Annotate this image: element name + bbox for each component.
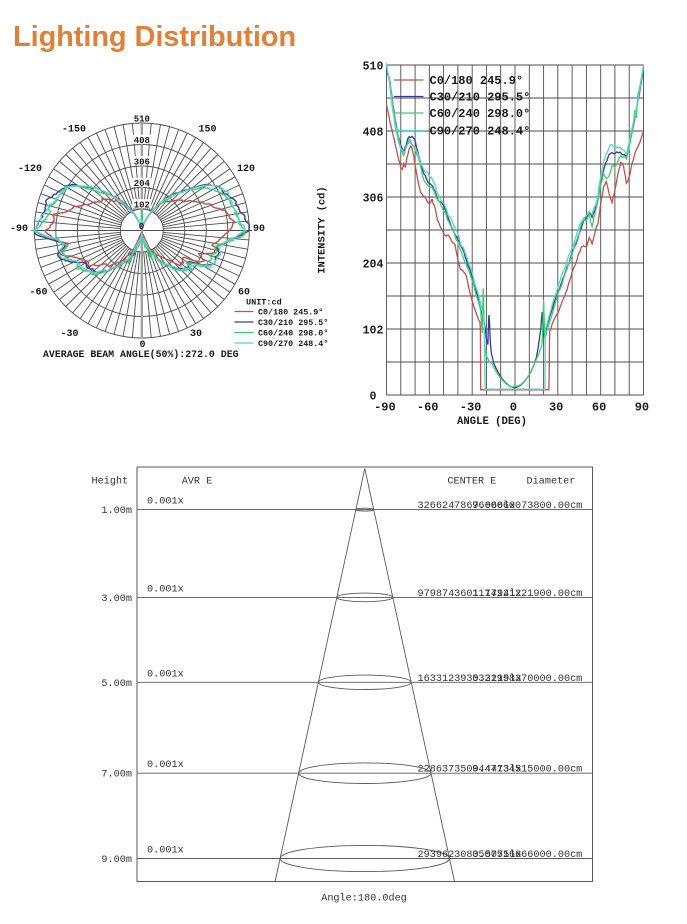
svg-text:5.00m: 5.00m [101,679,132,690]
svg-text:90: 90 [635,401,649,415]
svg-text:510: 510 [363,61,384,74]
svg-text:-120: -120 [18,164,42,175]
svg-text:INTENSITY (cd): INTENSITY (cd) [317,186,329,273]
svg-text:204: 204 [134,179,151,189]
svg-text:C0/180 245.9°: C0/180 245.9° [258,308,323,318]
svg-text:C30/210 295.5°: C30/210 295.5° [430,91,531,105]
svg-text:120: 120 [237,164,255,175]
svg-text:0.001x: 0.001x [147,584,184,595]
svg-text:C60/240 298.0°: C60/240 298.0° [430,107,531,121]
svg-text:510: 510 [134,115,150,125]
svg-text:30: 30 [190,329,202,340]
svg-text:-30: -30 [60,329,78,340]
svg-text:9660060073800.00cm: 9660060073800.00cm [472,501,582,512]
svg-text:-150: -150 [62,125,86,136]
svg-text:0: 0 [139,340,145,351]
svg-text:9447134515000.00cm: 9447134515000.00cm [472,765,582,776]
svg-text:1174121221900.00cm: 1174121221900.00cm [472,589,582,600]
svg-text:3.00m: 3.00m [101,594,132,605]
svg-text:408: 408 [134,136,150,146]
svg-text:ANGLE (DEG): ANGLE (DEG) [457,416,527,428]
svg-text:60: 60 [238,288,250,299]
svg-text:C90/270 248.4°: C90/270 248.4° [430,125,531,139]
svg-text:-30: -30 [460,401,482,415]
svg-text:2286373500.4473lx: 2286373500.4473lx [418,764,522,776]
svg-text:90: 90 [253,224,265,235]
svg-text:1.00m: 1.00m [101,506,132,517]
svg-text:204: 204 [363,259,384,272]
svg-text:Angle:180.0deg: Angle:180.0deg [321,893,407,905]
svg-text:-60: -60 [417,401,439,415]
svg-text:30: 30 [549,401,563,415]
svg-text:C90/270 248.4°: C90/270 248.4° [258,339,328,349]
svg-text:3507516666000.00cm: 3507516666000.00cm [472,850,582,861]
svg-text:-90: -90 [374,401,396,415]
svg-text:UNIT:cd: UNIT:cd [246,298,282,308]
svg-text:150: 150 [198,125,216,136]
svg-text:AVERAGE BEAM ANGLE(50%):272.0: AVERAGE BEAM ANGLE(50%):272.0 DEG [43,349,239,360]
svg-text:306: 306 [363,193,384,206]
svg-text:-60: -60 [29,288,47,299]
svg-text:0.001x: 0.001x [147,669,184,680]
svg-text:AVR E: AVR E [182,477,213,488]
svg-text:C60/240 298.0°: C60/240 298.0° [258,329,328,339]
svg-text:CENTER E: CENTER E [447,477,496,488]
svg-text:0: 0 [139,222,144,232]
svg-text:9.00m: 9.00m [101,855,132,866]
svg-text:9798743601.1794lx: 9798743601.1794lx [418,588,522,600]
svg-text:2939623080.5075lx: 2939623080.5075lx [418,849,522,861]
svg-text:0: 0 [370,391,377,404]
svg-text:0.001x: 0.001x [147,760,184,771]
svg-text:102: 102 [134,201,150,211]
svg-text:306: 306 [134,158,150,168]
svg-text:1633123930.3219lx: 1633123930.3219lx [418,673,522,685]
svg-text:0.001x: 0.001x [147,497,184,508]
svg-text:60: 60 [592,401,606,415]
svg-text:0.001x: 0.001x [147,846,184,857]
svg-text:Height: Height [92,476,129,488]
svg-text:3266247867.066lx: 3266247867.066lx [418,500,516,512]
svg-text:408: 408 [363,127,384,140]
svg-text:5321958370000.00cm: 5321958370000.00cm [472,674,582,685]
svg-text:7.00m: 7.00m [101,770,132,781]
svg-text:0: 0 [510,401,517,415]
svg-text:Diameter: Diameter [527,476,576,488]
svg-text:-90: -90 [10,224,28,235]
svg-text:102: 102 [363,325,384,338]
svg-text:C30/210 295.5°: C30/210 295.5° [258,318,328,328]
svg-text:C0/180 245.9°: C0/180 245.9° [430,74,524,88]
